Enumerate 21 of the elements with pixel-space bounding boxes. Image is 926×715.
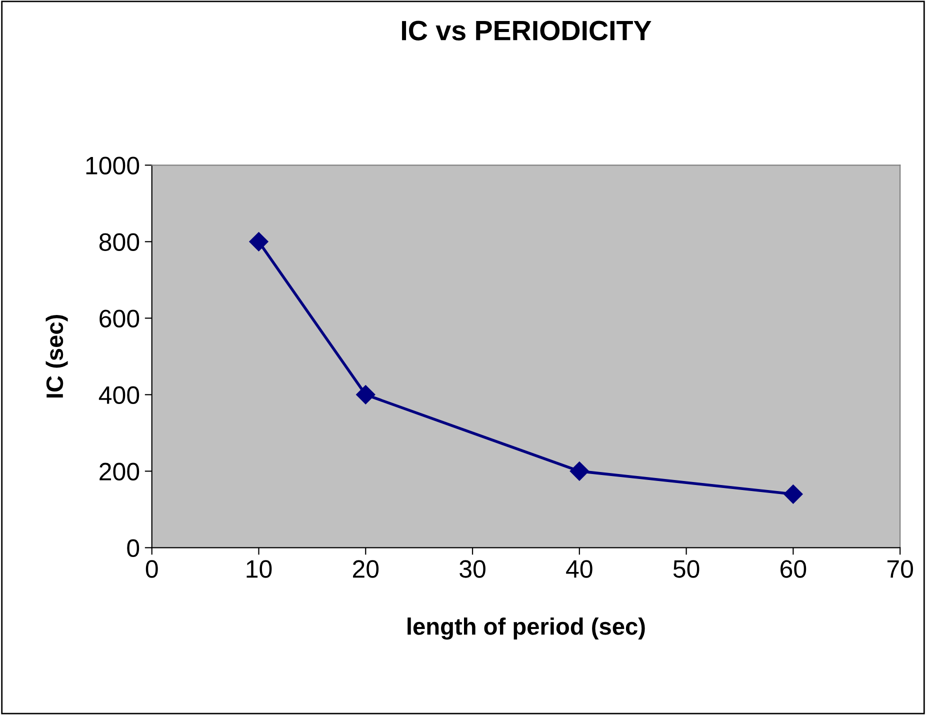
x-tick-label: 30 [460,560,486,578]
y-tick-label: 1000 [86,156,140,174]
y-tick-label: 600 [100,310,140,328]
x-tick-label: 0 [146,560,158,578]
y-tick-label: 400 [98,386,140,404]
point [784,484,803,504]
y-tick-label: 0 [127,539,140,557]
x-tick-label: 10 [246,560,272,578]
point [249,232,268,252]
y-tick-label: 800 [99,233,140,251]
chart-title: IC vs PERIODICITY [402,20,652,40]
x-tick-label: 20 [352,560,379,578]
x-axis-title: length of period (sec) [408,618,645,640]
y-tick-label: 200 [100,462,140,480]
x-tick-label: 40 [566,560,592,578]
x-tick-label: 60 [780,560,806,578]
y-axis-title: IC (sec) [46,314,68,398]
point [356,385,376,404]
x-tick-label: 70 [887,560,913,578]
point [570,462,589,481]
x-tick-label: 50 [673,560,700,578]
